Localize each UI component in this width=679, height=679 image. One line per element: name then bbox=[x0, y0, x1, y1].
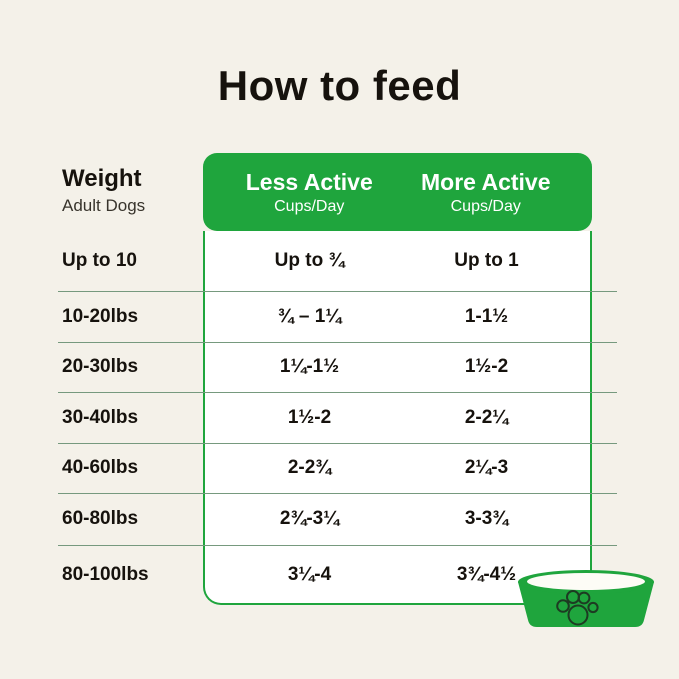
table-column-header-bar: Less Active Cups/Day More Active Cups/Da… bbox=[203, 153, 592, 231]
more-active-cell: 2¼-3 bbox=[464, 457, 509, 478]
table-row: 40-60lbs 2-2¾ 2¼-3 bbox=[58, 444, 617, 494]
column-label: Less Active bbox=[245, 168, 373, 195]
weight-cell: 10-20lbs bbox=[62, 305, 139, 327]
more-active-cell: 1½-2 bbox=[464, 356, 509, 378]
weight-cell: Up to 10 bbox=[62, 250, 137, 271]
table-row: Up to 10 Up to ¾ Up to 1 bbox=[58, 231, 617, 292]
less-active-cell: 1¼-1½ bbox=[279, 356, 340, 378]
weight-cell: 40-60lbs bbox=[62, 457, 139, 478]
table-row: 30-40lbs 1½-2 2-2¼ bbox=[58, 393, 617, 444]
more-active-cell: Up to 1 bbox=[454, 250, 519, 271]
weight-cell: 20-30lbs bbox=[62, 356, 139, 378]
less-active-cell: 2¾-3¼ bbox=[279, 508, 340, 529]
weight-cell: 30-40lbs bbox=[62, 406, 139, 428]
weight-cell: 60-80lbs bbox=[62, 508, 139, 529]
more-active-cell: 2-2¼ bbox=[464, 406, 509, 428]
less-active-cell: 1½-2 bbox=[287, 406, 332, 428]
column-header-less-active: Less Active Cups/Day bbox=[221, 153, 398, 231]
table-row: 80-100lbs 3¼-4 3¾-4½ bbox=[58, 546, 617, 606]
weight-header-label: Weight bbox=[62, 165, 142, 192]
paw-print-icon bbox=[556, 590, 599, 626]
more-active-cell: 3¾-4½ bbox=[456, 564, 517, 586]
table-body-card bbox=[203, 231, 592, 605]
feeding-table: Up to 10 Up to ¾ Up to 1 10-20lbs ¾ – 1¼… bbox=[58, 231, 617, 605]
less-active-cell: 2-2¾ bbox=[287, 457, 332, 478]
column-header-more-active: More Active Cups/Day bbox=[398, 153, 575, 231]
table-row: 10-20lbs ¾ – 1¼ 1-1½ bbox=[58, 292, 617, 343]
dog-bowl-icon bbox=[518, 570, 654, 627]
weight-column-header: Weight Adult Dogs bbox=[62, 165, 145, 216]
less-active-cell: Up to ¾ bbox=[274, 250, 345, 271]
column-sublabel: Cups/Day bbox=[450, 197, 521, 215]
less-active-cell: 3¼-4 bbox=[287, 564, 332, 586]
column-sublabel: Cups/Day bbox=[274, 197, 345, 215]
column-label: More Active bbox=[420, 168, 551, 195]
less-active-cell: ¾ – 1¼ bbox=[277, 305, 342, 327]
weight-header-sublabel: Adult Dogs bbox=[62, 196, 146, 215]
weight-cell: 80-100lbs bbox=[62, 564, 149, 586]
more-active-cell: 3-3¾ bbox=[464, 508, 509, 529]
table-row: 20-30lbs 1¼-1½ 1½-2 bbox=[58, 343, 617, 393]
more-active-cell: 1-1½ bbox=[464, 305, 509, 327]
page-title: How to feed bbox=[217, 62, 462, 109]
table-row: 60-80lbs 2¾-3¼ 3-3¾ bbox=[58, 494, 617, 546]
